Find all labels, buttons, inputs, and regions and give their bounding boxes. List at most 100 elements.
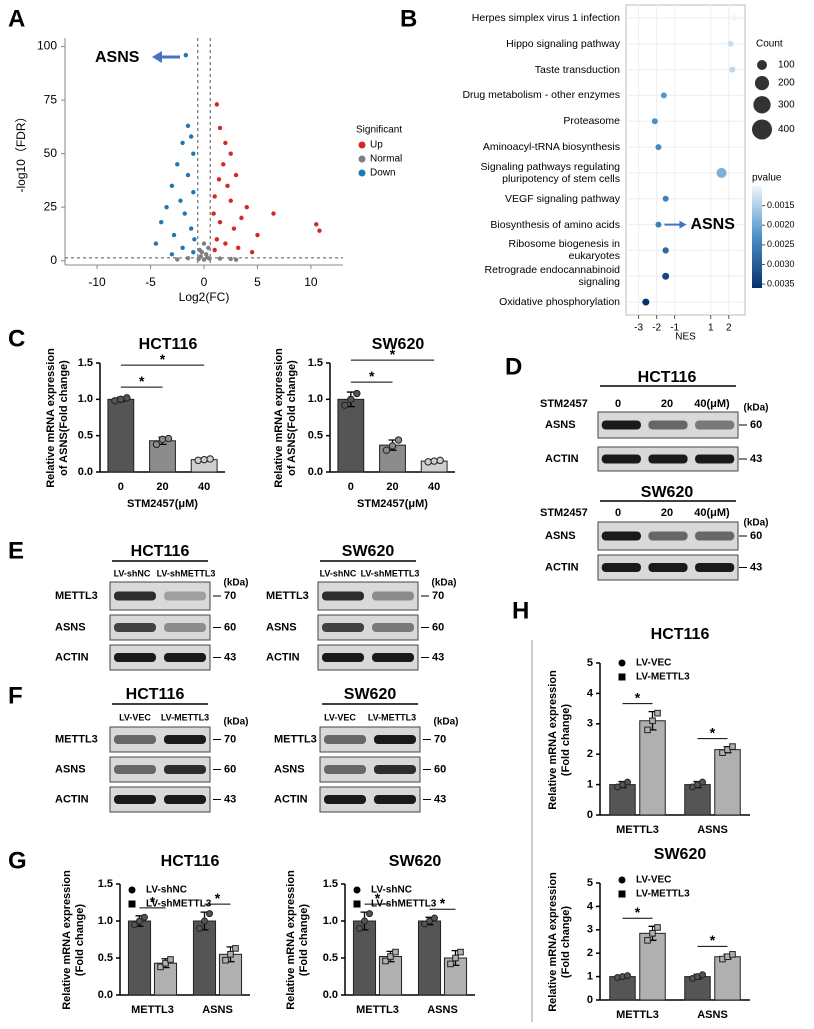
y-axis-label: Relative mRNA expression of ASNS(Fold ch… (45, 348, 70, 488)
x-tick-label: -1 (670, 323, 679, 334)
x-tick-label: -3 (634, 323, 643, 334)
data-point (183, 52, 189, 58)
size-legend-title: Count (756, 39, 783, 50)
kda-unit: (kDa) (223, 578, 248, 589)
data-point (255, 232, 260, 238)
size-legend-label: 100 (778, 60, 795, 71)
category-label: Hippo signaling pathway (506, 37, 620, 50)
blot-band (114, 623, 156, 632)
blot-band (372, 591, 414, 601)
y-tick-label: 4 (587, 900, 594, 912)
data-point (207, 256, 212, 261)
data-point (188, 134, 194, 139)
dot (662, 272, 670, 280)
data-point (729, 951, 736, 958)
row-label: ASNS (55, 763, 86, 775)
y-tick-label: 1.5 (78, 357, 93, 369)
data-point (392, 948, 399, 956)
row-label: METTL3 (55, 733, 98, 745)
blot-title: SW620 (342, 543, 395, 560)
data-point (162, 959, 169, 967)
legend-label: LV-shNC (371, 885, 412, 896)
y-tick-label: 3 (587, 718, 593, 730)
y-tick-label: 0 (587, 809, 593, 821)
legend-marker (358, 155, 366, 163)
blot-band (374, 735, 416, 744)
blot-band (695, 454, 735, 464)
bar (714, 956, 741, 1001)
kda-label: 43 (750, 561, 762, 573)
y-tick-label: 0 (587, 994, 593, 1006)
kda-label: 60 (750, 419, 762, 431)
lane-label: LV-VEC (119, 712, 151, 722)
chart-title: SW620 (389, 853, 442, 870)
kda-label: 43 (750, 453, 762, 465)
y-axis-label: Relative mRNA expression (Fold change) (61, 870, 86, 1010)
x-tick-label: 20 (156, 481, 168, 493)
data-point (347, 395, 355, 404)
data-point (654, 924, 661, 931)
dot (655, 221, 662, 228)
row-label: ACTIN (274, 793, 308, 805)
significance-label: * (215, 890, 221, 906)
category-label: Retrograde endocannabinoid signaling (484, 264, 620, 289)
y-tick-label: 50 (44, 146, 58, 160)
lane-label: LV-METTL3 (368, 712, 416, 722)
treatment-label: STM2457 (540, 398, 588, 410)
data-point (729, 743, 736, 750)
data-point (228, 151, 233, 156)
data-point (152, 440, 161, 449)
bar (714, 749, 741, 816)
panel-label: B (400, 5, 417, 32)
legend-label: LV-shMETTL3 (146, 899, 212, 910)
kda-label: 43 (224, 793, 236, 805)
blot-band (648, 420, 688, 430)
y-tick-label: 4 (587, 687, 594, 699)
dot (660, 92, 667, 99)
significance-label: * (375, 890, 381, 906)
chart-title: HCT116 (139, 336, 198, 353)
data-point (426, 917, 433, 925)
size-legend-label: 400 (778, 124, 795, 135)
data-point (699, 971, 706, 979)
lane-label: 0 (615, 507, 621, 519)
blot-band (374, 765, 416, 774)
y-tick-label: 0.5 (78, 430, 93, 442)
data-point (394, 436, 403, 444)
size-legend-marker (753, 96, 771, 114)
chart-title: SW620 (654, 846, 707, 863)
data-point (217, 125, 223, 131)
x-axis-label: Log2(FC) (179, 290, 230, 304)
data-point (452, 954, 459, 962)
data-point (212, 194, 217, 199)
panel-label: E (8, 537, 24, 564)
x-tick-label: METTL3 (131, 1004, 174, 1016)
y-tick-label: 2 (587, 947, 593, 959)
data-point (431, 914, 438, 922)
row-label: ASNS (55, 621, 86, 633)
y-tick-label: 0.5 (308, 430, 323, 442)
kda-unit: (kDa) (743, 518, 768, 529)
data-point (191, 151, 196, 156)
y-tick-label: 1.0 (78, 393, 93, 405)
blot-band (164, 653, 206, 662)
annotation: ASNS (95, 49, 140, 66)
data-point (356, 924, 363, 932)
bar (639, 720, 666, 816)
legend-label: LV-shMETTL3 (371, 899, 437, 910)
x-tick-label: -10 (88, 275, 106, 289)
data-point (216, 177, 222, 182)
row-label: ASNS (274, 763, 305, 775)
data-point (382, 446, 391, 454)
data-point (314, 222, 319, 227)
y-tick-label: 0.0 (323, 989, 338, 1001)
blot-band (601, 420, 641, 430)
legend-marker (358, 169, 366, 177)
data-point (206, 245, 211, 251)
blot-band (164, 735, 206, 744)
data-point (185, 255, 191, 261)
row-label: METTL3 (274, 733, 317, 745)
significance-label: * (150, 894, 156, 910)
y-tick-label: 100 (37, 39, 57, 53)
significance-label: * (160, 351, 166, 367)
